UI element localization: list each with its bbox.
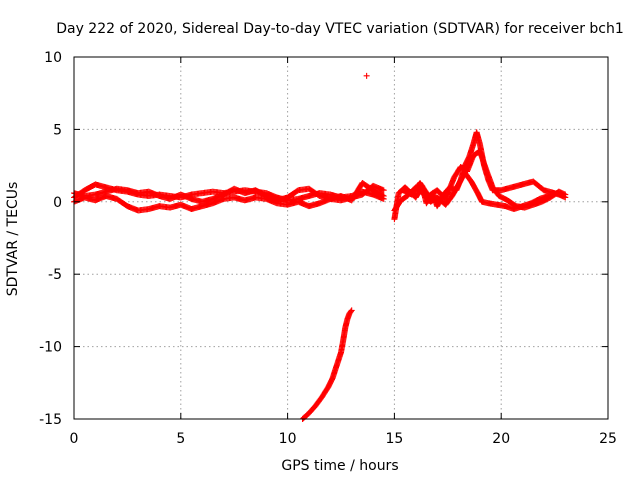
x-axis-title: GPS time / hours [281, 458, 398, 474]
data-point-dip [348, 307, 355, 314]
x-tick-label: 0 [70, 431, 79, 447]
y-tick-label: 5 [53, 122, 62, 138]
plot-frame [73, 56, 609, 420]
y-tick-label: -5 [48, 267, 62, 283]
y-tick-labels: -15 -10 -5 0 5 10 [39, 50, 62, 428]
y-tick-label: -15 [39, 412, 62, 428]
grid-lines [74, 57, 608, 419]
data-point-track-f [562, 191, 569, 198]
y-tick-label: 10 [44, 50, 62, 66]
x-tick-label: 5 [176, 431, 185, 447]
x-tick-label: 10 [279, 431, 297, 447]
x-tick-labels: 0 5 10 15 20 25 [70, 431, 617, 447]
data-point-dip [347, 308, 354, 315]
y-tick-label: -10 [39, 340, 62, 356]
data-point-track-c [380, 193, 387, 200]
data-points [71, 72, 569, 422]
data-point-track-b [380, 187, 387, 194]
x-tick-label: 20 [492, 431, 510, 447]
x-tick-label: 15 [385, 431, 403, 447]
axis-ticks [73, 56, 609, 420]
y-tick-label: 0 [53, 195, 62, 211]
data-point-outlier [363, 72, 370, 79]
chart-title: Day 222 of 2020, Sidereal Day-to-day VTE… [56, 21, 624, 37]
y-axis-title: SDTVAR / TECUs [5, 182, 21, 297]
x-tick-label: 25 [599, 431, 617, 447]
